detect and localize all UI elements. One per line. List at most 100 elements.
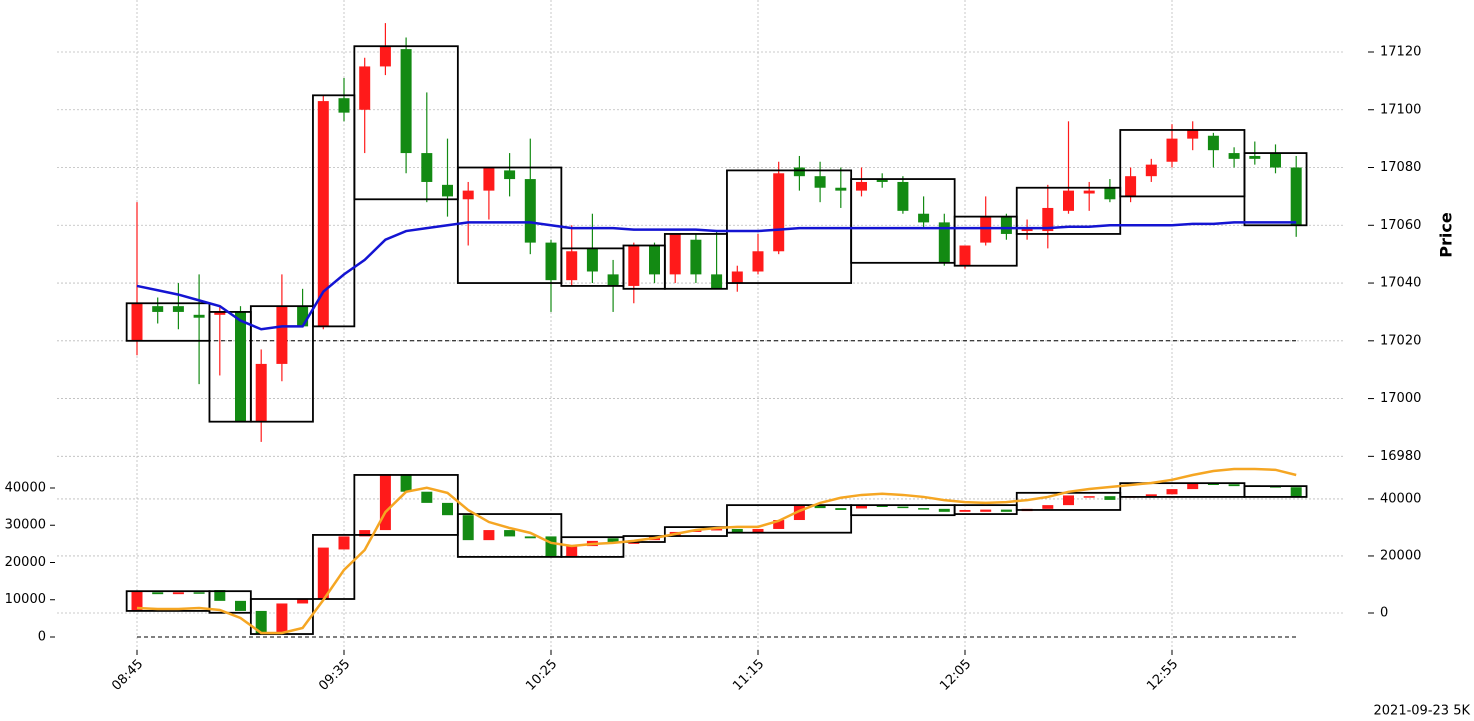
line-series (136, 221, 1297, 331)
y-tick-label: 17040 (1380, 276, 1421, 291)
candle-body (504, 530, 516, 537)
candle-body (1270, 153, 1281, 168)
candle-body (1145, 494, 1157, 497)
range-box (726, 504, 853, 534)
candle-body (421, 491, 433, 503)
candle-body (152, 306, 164, 312)
candle-body (959, 509, 971, 512)
candle-body (297, 306, 309, 327)
range-box (312, 94, 356, 328)
candle-body (856, 505, 867, 509)
range-box (1243, 485, 1308, 498)
candle-body (1228, 153, 1240, 159)
candle-body (359, 530, 371, 537)
y-tick-label: 17000 (1380, 391, 1421, 406)
candle-body (1187, 483, 1199, 490)
y-tick-label: 16980 (1380, 449, 1421, 464)
x-tick-label: 09:35 (316, 657, 353, 694)
candle-body (235, 311, 246, 422)
candle-body (980, 509, 992, 512)
range-box (249, 305, 314, 423)
candle-body (214, 311, 226, 315)
range-box (560, 536, 625, 558)
candle-body (1042, 207, 1054, 232)
y2-tick-label: 40000 (1380, 491, 1421, 506)
range-box (1015, 186, 1122, 235)
candle-body (752, 251, 764, 272)
candle-body (131, 303, 143, 341)
y-axis-label: Price (1437, 212, 1456, 258)
x-tick-label: 11:15 (730, 657, 767, 694)
x-tick-label: 12:05 (937, 657, 974, 694)
candle-body (1125, 176, 1137, 197)
candle-body (152, 592, 164, 595)
candle-body (379, 474, 391, 531)
candle-body (566, 251, 578, 281)
candle-body (338, 98, 350, 113)
candle-body (131, 591, 143, 611)
x-tick-label: 10:25 (523, 657, 560, 694)
candle-body (938, 508, 950, 512)
candle-body (959, 245, 971, 266)
y-tick-label: 40000 (5, 480, 46, 495)
candle-body (628, 245, 640, 286)
candle-body (835, 508, 847, 510)
range-box (1119, 129, 1246, 198)
candle-body (566, 546, 578, 557)
candle-body (214, 590, 226, 601)
candle-body (607, 274, 619, 286)
candle-body (483, 167, 495, 191)
candle-body (1042, 505, 1054, 509)
candle-body (669, 233, 681, 275)
range-box (353, 45, 459, 201)
candle-body (1000, 216, 1012, 234)
candle-body (379, 46, 391, 67)
candle-body (276, 603, 288, 634)
y-tick-label: 17060 (1380, 218, 1421, 233)
candle-body (835, 187, 847, 191)
candle-body (918, 213, 930, 223)
candle-body (876, 505, 888, 507)
candle-body (1104, 187, 1116, 200)
candle-body (814, 176, 826, 188)
candle-body (172, 306, 184, 312)
candle-body (193, 314, 205, 318)
candle-body (1083, 190, 1095, 194)
range-box (1243, 152, 1308, 227)
candle-body (918, 508, 930, 510)
candle-body (172, 592, 184, 595)
y-tick-label: 30000 (5, 518, 46, 533)
candle-body (504, 170, 516, 180)
chart-note: 2021-09-23 5K (1374, 704, 1471, 719)
candle-body (317, 547, 329, 600)
candle-body (524, 536, 536, 539)
y-tick-label: 10000 (5, 592, 46, 607)
candle-body (462, 190, 474, 200)
candle-body (400, 474, 412, 492)
candle-body (524, 179, 536, 243)
candle-body (938, 222, 950, 263)
candle-body (1228, 484, 1240, 487)
candle-body (1207, 483, 1219, 486)
candle-body (773, 520, 785, 529)
candle-body (1063, 190, 1074, 211)
candle-body (731, 528, 743, 533)
y-tick-label: 17080 (1380, 160, 1421, 175)
y-tick-label: 17020 (1380, 333, 1421, 348)
range-box (726, 169, 853, 284)
candle-body (1166, 489, 1178, 495)
candle-body (814, 505, 826, 509)
candle-body (442, 184, 453, 197)
line-series (136, 467, 1297, 635)
candle-body (462, 515, 474, 541)
candle-body (1290, 487, 1302, 497)
candle-body (442, 502, 453, 516)
candle-body (690, 239, 702, 275)
candle-body (317, 101, 329, 327)
candle-body (711, 274, 723, 289)
range-box (456, 166, 563, 284)
candle-body (711, 528, 723, 531)
x-tick-label: 12:55 (1144, 657, 1181, 694)
candle-body (297, 599, 309, 604)
